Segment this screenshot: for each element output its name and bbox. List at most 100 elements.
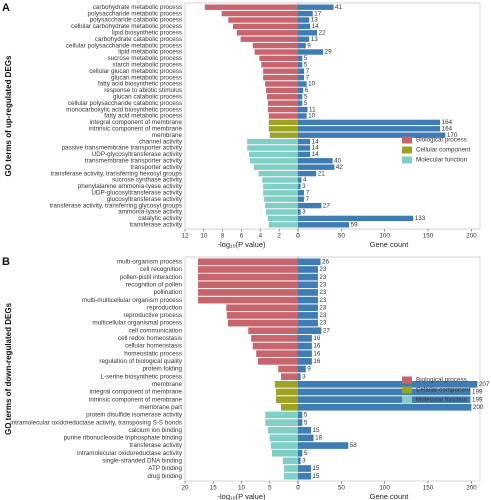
count-label: 13	[311, 36, 319, 43]
x-tick-label: 8	[221, 233, 225, 240]
x2-tick-label: 200	[466, 485, 477, 492]
p-value-bar	[259, 55, 298, 62]
count-label: 40	[334, 157, 342, 164]
p-value-bar	[257, 358, 298, 365]
category-label: pollination	[154, 289, 183, 296]
gene-count-bar	[298, 258, 321, 266]
count-label: 23	[319, 320, 327, 327]
count-label: 21	[318, 170, 326, 177]
gene-count-bar	[298, 81, 307, 87]
gene-count-bar	[298, 289, 318, 296]
gene-count-bar	[298, 74, 305, 81]
category-label: homeostatic process	[124, 350, 182, 357]
x-axis-title: -log₁₀(P value)	[217, 240, 266, 249]
gene-count-bar	[298, 23, 311, 30]
p-value-bar	[268, 426, 298, 434]
gene-count-bar	[298, 119, 441, 126]
x-axis-title: -log₁₀(P value)	[217, 492, 266, 500]
gene-count-bar	[298, 215, 414, 222]
count-label: 10	[308, 81, 316, 88]
category-label: L-serine biosynthetic process	[100, 373, 182, 380]
category-label: calcium ion binding	[128, 427, 182, 434]
category-label: membrane	[152, 381, 183, 388]
count-label: 59	[351, 221, 359, 228]
count-label: 15	[313, 473, 321, 480]
count-label: 16	[313, 335, 321, 342]
count-label: 42	[336, 164, 344, 171]
gene-count-bar	[298, 36, 310, 42]
count-label: 58	[350, 442, 358, 449]
gene-count-bar	[298, 365, 306, 373]
y-axis-title: GO terms of up-regulated DEGs	[4, 55, 13, 176]
gene-count-bar	[298, 312, 318, 319]
category-label: UDP-glycosyltransferase activity	[92, 151, 183, 158]
p-value-bar	[197, 273, 298, 281]
x-tick-label: 4	[259, 233, 263, 240]
p-value-bar	[264, 196, 298, 202]
category-label: phenylalanine ammonia-lyase activity	[78, 183, 183, 190]
count-label: 16	[313, 343, 321, 350]
gene-count-bar	[298, 388, 471, 396]
gene-count-bar	[298, 151, 311, 158]
category-label: integral component of membrane	[90, 119, 183, 126]
x2-axis-title: Gene count	[370, 240, 410, 249]
category-label: membrane part	[139, 404, 182, 411]
category-label: sucrose metabolic process	[107, 55, 182, 62]
p-value-bar	[265, 419, 298, 426]
gene-count-bar	[298, 465, 311, 472]
count-label: 7	[306, 196, 310, 203]
gene-count-bar	[298, 281, 318, 289]
gene-count-bar	[298, 100, 303, 106]
legend-label: Cellular component	[416, 387, 471, 394]
count-label: 133	[415, 215, 426, 222]
category-label: cellular carbohydrate metabolic process	[71, 23, 182, 30]
x2-tick-label: 150	[423, 485, 434, 492]
legend-swatch	[402, 386, 412, 394]
category-label: fatty acid metabolic process	[104, 113, 182, 120]
gene-count-bar	[298, 403, 472, 411]
category-label: cell redox homeostasis	[118, 335, 182, 342]
p-value-bar	[197, 289, 298, 296]
p-value-bar	[274, 380, 298, 388]
category-label: purine ribonucleoside triphosphate bindi…	[64, 435, 183, 442]
gene-count-bar	[298, 296, 318, 304]
x2-tick-label: 100	[379, 485, 390, 492]
count-label: 199	[472, 389, 483, 396]
p-value-bar	[263, 190, 298, 196]
p-value-bar	[265, 209, 298, 215]
count-label: 18	[315, 435, 323, 442]
category-label: cell communication	[128, 327, 182, 334]
category-label: integral component of membrane	[90, 389, 183, 396]
gene-count-bar	[298, 411, 303, 419]
p-value-bar	[197, 266, 298, 273]
category-label: glucan catabolic process	[113, 93, 182, 100]
count-label: 7	[306, 68, 310, 75]
x-tick-label: 2	[277, 233, 281, 240]
p-value-bar	[247, 138, 298, 145]
category-label: pollen-pistil interaction	[120, 274, 183, 281]
p-value-bar	[227, 319, 298, 327]
count-label: 5	[304, 61, 308, 68]
x-tick-label: 15	[210, 485, 218, 492]
x-tick-label: 0	[296, 485, 300, 492]
p-value-bar	[261, 62, 298, 68]
category-label: intramolecular oxidoreductase activity, …	[10, 419, 182, 426]
gene-count-bar	[298, 30, 318, 36]
gene-count-bar	[298, 419, 303, 426]
p-value-bar	[197, 258, 298, 266]
count-label: 5	[304, 412, 308, 419]
count-label: 3	[302, 183, 306, 190]
count-label: 7	[306, 189, 310, 196]
category-label: monocarboxylic acid biosynthetic process	[66, 106, 182, 113]
x2-tick-label: 100	[379, 233, 390, 240]
x-tick-label: 20	[181, 485, 189, 492]
count-label: 11	[309, 106, 316, 113]
gene-count-bar	[298, 113, 307, 119]
p-value-bar	[283, 472, 298, 480]
count-label: 3	[302, 373, 306, 380]
gene-count-bar	[298, 17, 310, 23]
p-value-bar	[272, 449, 298, 457]
count-label: 164	[442, 125, 453, 132]
count-label: 170	[447, 132, 458, 139]
p-value-bar	[270, 442, 298, 449]
